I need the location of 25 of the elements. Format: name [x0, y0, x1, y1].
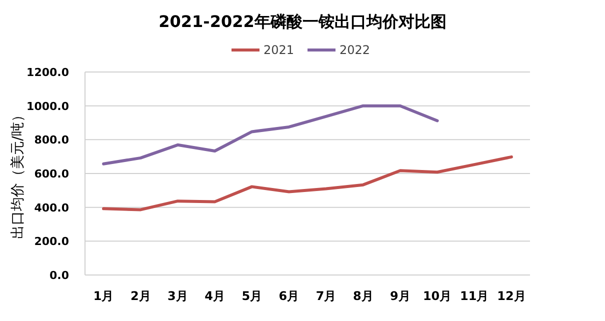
y-tick-label: 1000.0	[26, 100, 70, 113]
x-tick-label: 3月	[168, 289, 188, 303]
x-tick-label: 4月	[204, 289, 225, 303]
legend-label: 2022	[340, 43, 370, 57]
y-tick-label: 200.0	[34, 235, 70, 248]
x-tick-label: 10月	[422, 289, 452, 303]
x-tick-label: 5月	[242, 289, 262, 303]
line-series	[102, 155, 513, 212]
y-tick-label: 600.0	[34, 168, 70, 180]
x-tick-label: 9月	[390, 289, 410, 303]
x-tick-label: 7月	[316, 289, 336, 303]
x-tick-label: 8月	[352, 289, 374, 303]
y-tick-label: 1200.0	[26, 66, 70, 79]
x-tick-label: 11月	[460, 289, 489, 303]
x-tick-label: 6月	[278, 289, 300, 303]
line-series	[102, 104, 439, 166]
y-axis-title: 出口均价（美元/吨）	[10, 108, 26, 239]
legend-label: 2021	[264, 43, 294, 57]
chart-title: 2021-2022年磷酸一铵出口均价对比图	[158, 12, 446, 31]
x-tick-label: 2月	[130, 289, 151, 303]
y-tick-label: 0.0	[50, 269, 70, 282]
x-tick-label: 12月	[497, 289, 526, 303]
y-tick-label: 800.0	[34, 134, 70, 147]
y-tick-label: 400.0	[34, 201, 70, 214]
x-tick-label: 1月	[93, 289, 114, 303]
